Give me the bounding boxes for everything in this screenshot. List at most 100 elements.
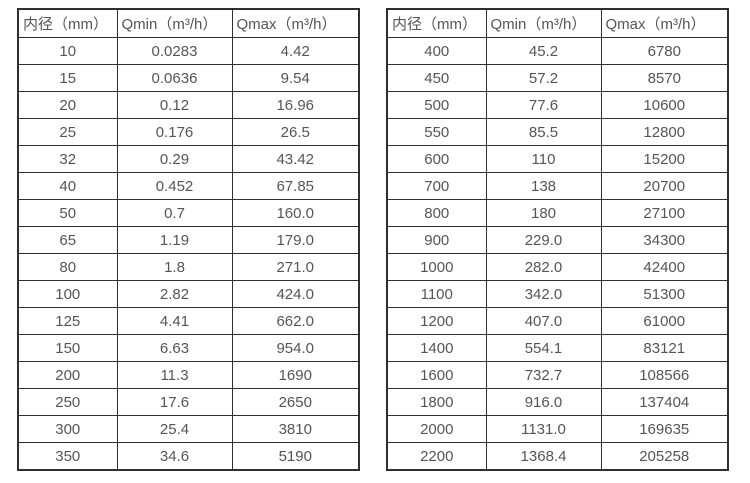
table-row: 15 0.0636 9.54	[17, 64, 360, 92]
table-cell: 600	[386, 145, 487, 173]
table-cell: 400	[386, 37, 487, 65]
table-cell: 424.0	[231, 280, 360, 308]
table-cell: 51300	[600, 280, 729, 308]
table-cell: 500	[386, 91, 487, 119]
table-cell: 150	[17, 334, 118, 362]
table-body: 10 0.0283 4.42 15 0.0636 9.54 20 0.12 16.96 25 0.1…	[17, 37, 360, 471]
flow-table-small-diameters: 内径（mm） Qmin（m³/h） Qmax（m³/h） 10 0.0283 4.4…	[17, 8, 360, 471]
table-cell: 342.0	[485, 280, 602, 308]
table-cell: 662.0	[231, 307, 360, 335]
table-row: 350 34.6 5190	[17, 442, 360, 471]
table-cell: 50	[17, 199, 118, 227]
table-cell: 179.0	[231, 226, 360, 254]
table-row: 900 229.0 34300	[386, 226, 729, 254]
table-cell: 100	[17, 280, 118, 308]
table-cell: 11.3	[116, 361, 233, 389]
table-cell: 169635	[600, 415, 729, 443]
table-cell: 4.42	[231, 37, 360, 65]
table-cell: 6.63	[116, 334, 233, 362]
table-cell: 65	[17, 226, 118, 254]
table-cell: 27100	[600, 199, 729, 227]
table-cell: 1131.0	[485, 415, 602, 443]
table-cell: 200	[17, 361, 118, 389]
table-cell: 85.5	[485, 118, 602, 146]
table-cell: 205258	[600, 442, 729, 471]
table-row: 200 11.3 1690	[17, 361, 360, 389]
flow-rate-tables: 内径（mm） Qmin（m³/h） Qmax（m³/h） 10 0.0283 4.4…	[17, 8, 729, 471]
table-cell: 77.6	[485, 91, 602, 119]
table-row: 40 0.452 67.85	[17, 172, 360, 200]
table-row: 250 17.6 2650	[17, 388, 360, 416]
table-row: 400 45.2 6780	[386, 37, 729, 65]
table-cell: 700	[386, 172, 487, 200]
table-cell: 732.7	[485, 361, 602, 389]
table-cell: 67.85	[231, 172, 360, 200]
table-row: 500 77.6 10600	[386, 91, 729, 119]
table-cell: 1368.4	[485, 442, 602, 471]
table-cell: 1400	[386, 334, 487, 362]
table-cell: 40	[17, 172, 118, 200]
table-cell: 0.7	[116, 199, 233, 227]
table-row: 50 0.7 160.0	[17, 199, 360, 227]
table-cell: 554.1	[485, 334, 602, 362]
table-cell: 25	[17, 118, 118, 146]
table-cell: 32	[17, 145, 118, 173]
table-cell: 3810	[231, 415, 360, 443]
table-cell: 12800	[600, 118, 729, 146]
table-row: 700 138 20700	[386, 172, 729, 200]
table-cell: 1200	[386, 307, 487, 335]
table-row: 2000 1131.0 169635	[386, 415, 729, 443]
table-cell: 954.0	[231, 334, 360, 362]
table-row: 150 6.63 954.0	[17, 334, 360, 362]
table-cell: 17.6	[116, 388, 233, 416]
table-cell: 25.4	[116, 415, 233, 443]
table-row: 2200 1368.4 205258	[386, 442, 729, 471]
table-cell: 2200	[386, 442, 487, 471]
table-cell: 110	[485, 145, 602, 173]
table-cell: 0.452	[116, 172, 233, 200]
table-cell: 137404	[600, 388, 729, 416]
table-cell: 2000	[386, 415, 487, 443]
table-cell: 1100	[386, 280, 487, 308]
table-cell: 20700	[600, 172, 729, 200]
table-cell: 450	[386, 64, 487, 92]
table-row: 550 85.5 12800	[386, 118, 729, 146]
col-header-inner-diameter: 内径（mm）	[386, 8, 487, 38]
table-row: 20 0.12 16.96	[17, 91, 360, 119]
table-row: 800 180 27100	[386, 199, 729, 227]
table-cell: 57.2	[485, 64, 602, 92]
table-cell: 61000	[600, 307, 729, 335]
col-header-qmax: Qmax（m³/h）	[600, 8, 729, 38]
col-header-qmax: Qmax（m³/h）	[231, 8, 360, 38]
table-cell: 5190	[231, 442, 360, 471]
table-row: 1400 554.1 83121	[386, 334, 729, 362]
table-cell: 916.0	[485, 388, 602, 416]
table-row: 25 0.176 26.5	[17, 118, 360, 146]
table-row: 1000 282.0 42400	[386, 253, 729, 281]
table-cell: 15	[17, 64, 118, 92]
table-cell: 83121	[600, 334, 729, 362]
table-cell: 1800	[386, 388, 487, 416]
table-cell: 6780	[600, 37, 729, 65]
table-cell: 10600	[600, 91, 729, 119]
table-row: 100 2.82 424.0	[17, 280, 360, 308]
table-cell: 108566	[600, 361, 729, 389]
col-header-qmin: Qmin（m³/h）	[485, 8, 602, 38]
table-cell: 10	[17, 37, 118, 65]
table-cell: 1690	[231, 361, 360, 389]
table-cell: 250	[17, 388, 118, 416]
table-cell: 2650	[231, 388, 360, 416]
table-row: 65 1.19 179.0	[17, 226, 360, 254]
flow-table-large-diameters: 内径（mm） Qmin（m³/h） Qmax（m³/h） 400 45.2 6780…	[386, 8, 729, 471]
table-cell: 1000	[386, 253, 487, 281]
table-cell: 1.8	[116, 253, 233, 281]
table-row: 1600 732.7 108566	[386, 361, 729, 389]
table-cell: 4.41	[116, 307, 233, 335]
table-row: 1200 407.0 61000	[386, 307, 729, 335]
table-row: 1100 342.0 51300	[386, 280, 729, 308]
table-cell: 160.0	[231, 199, 360, 227]
table-cell: 350	[17, 442, 118, 471]
table-cell: 180	[485, 199, 602, 227]
table-row: 1800 916.0 137404	[386, 388, 729, 416]
table-cell: 34300	[600, 226, 729, 254]
